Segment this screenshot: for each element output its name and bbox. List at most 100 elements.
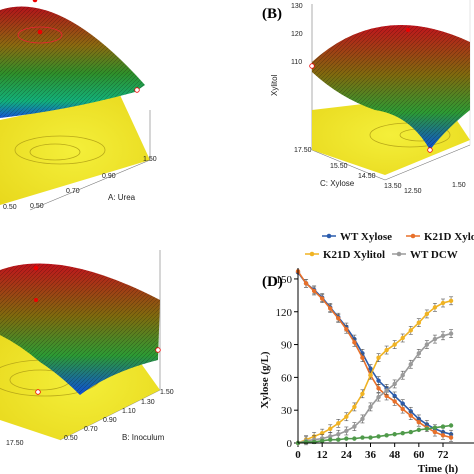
data-point — [311, 288, 317, 294]
data-point — [336, 432, 341, 437]
x-tick-label: 36 — [365, 449, 377, 461]
panel-a-tick: 0.90 — [102, 173, 116, 180]
panel-b-tick: 120 — [291, 31, 303, 38]
data-point — [432, 336, 438, 342]
panel-a-axis-title: A: Urea — [108, 193, 136, 202]
panel-b-axis-title: C: Xylose — [320, 179, 355, 188]
panel-a-tick: 1.50 — [143, 156, 157, 163]
data-point — [432, 425, 438, 430]
panel-c-tick: 1.30 — [141, 399, 155, 406]
panel-a-axis — [29, 159, 151, 211]
panel-c-tick: 17.50 — [6, 440, 24, 447]
data-point — [424, 426, 430, 431]
panel-b-tick: 14.50 — [358, 173, 376, 180]
data-point — [376, 355, 381, 360]
data-point — [328, 434, 333, 439]
y-tick-label: 60 — [281, 372, 293, 384]
data-point — [319, 430, 325, 436]
panel-b-ylabel: Xylitol — [270, 74, 279, 96]
data-point — [352, 436, 357, 441]
panel-d: (D) WT Xylose K21D Xylose K21D Xylitol — [259, 231, 474, 474]
panel-b-tick: 110 — [291, 59, 302, 66]
legend-entry-k21d-xylose: K21D Xylose — [406, 231, 474, 243]
panel-a-design-point — [37, 29, 43, 35]
data-point — [384, 393, 389, 399]
panel-c-mesh — [0, 263, 160, 395]
panel-a-mesh — [0, 6, 145, 119]
data-point — [360, 416, 365, 422]
legend: WT Xylose K21D Xylose K21D Xylitol WT DC… — [305, 231, 474, 261]
data-point — [319, 438, 325, 444]
data-point — [408, 409, 413, 414]
x-axis-title: Time (h) — [418, 463, 459, 474]
x-tick-label: 72 — [438, 449, 450, 461]
panel-a-tick: 0.50 — [3, 204, 17, 211]
x-tick-label: 24 — [341, 449, 353, 461]
data-point — [384, 347, 389, 353]
data-point — [408, 362, 413, 367]
panel-a-peak-contour — [17, 26, 63, 44]
panel-d-label: (D) — [262, 274, 283, 290]
legend-marker — [410, 233, 416, 239]
panel-c-tick: 1.50 — [160, 389, 174, 396]
data-point — [400, 406, 405, 412]
legend-label: K21D Xylitol — [323, 249, 385, 261]
data-point — [368, 372, 373, 378]
data-point — [376, 378, 381, 383]
panel-c-design-point — [35, 389, 41, 395]
plot-area: 0 30 60 90 120 150 0 12 24 36 48 60 72 — [276, 269, 454, 461]
panel-a-tick: 0.50 — [30, 203, 44, 210]
x-tick-label: 0 — [295, 449, 301, 461]
data-point — [368, 366, 373, 371]
legend-entry-k21d-xylitol: K21D Xylitol — [305, 249, 385, 261]
data-point — [319, 296, 325, 301]
data-point — [400, 430, 405, 436]
panel-c-design-point — [155, 347, 161, 353]
data-point — [392, 393, 397, 399]
data-point — [384, 388, 389, 393]
data-point — [392, 399, 397, 404]
data-point — [352, 424, 357, 429]
data-point — [376, 394, 381, 400]
data-point — [344, 414, 349, 419]
panel-a-contour — [14, 135, 106, 165]
data-point — [408, 413, 413, 418]
panel-c-design-point — [33, 265, 39, 271]
panel-a-design-point — [32, 0, 38, 3]
panel-c: 1.50 1.30 1.10 0.90 0.70 0.50 17.50 B: I… — [0, 250, 174, 447]
data-point — [344, 327, 349, 332]
panel-b-tick: 17.50 — [294, 147, 312, 154]
panel-c-tick: 0.50 — [64, 435, 78, 442]
x-tick-label: 12 — [317, 449, 329, 461]
data-point — [328, 306, 333, 311]
data-point — [376, 386, 381, 391]
data-point — [416, 420, 422, 425]
panel-b-axis — [384, 144, 471, 181]
data-point — [408, 429, 413, 435]
panel-b-design-point — [406, 28, 410, 32]
panel-b-design-point — [309, 63, 315, 69]
y-tick-label: 30 — [281, 405, 293, 417]
data-point — [432, 305, 438, 310]
panel-a: 1.50 0.90 0.70 0.50 0.50 A: Urea — [0, 0, 157, 211]
legend-label: WT DCW — [410, 249, 458, 261]
x-tick-label: 48 — [389, 449, 401, 461]
data-point — [448, 435, 454, 440]
panel-c-tick: 0.70 — [84, 426, 98, 433]
y-tick-label: 0 — [287, 438, 293, 450]
legend-marker — [309, 251, 315, 257]
data-point — [376, 434, 381, 439]
data-point — [448, 423, 454, 428]
data-point — [416, 320, 422, 325]
panel-a-tick: 0.70 — [66, 188, 80, 195]
series-line-2 — [297, 300, 452, 444]
y-axis-title: Xylose (g/L) — [259, 351, 271, 408]
y-tick-label: 150 — [276, 274, 293, 286]
data-point — [416, 351, 422, 356]
legend-marker — [326, 233, 332, 239]
panel-a-design-point — [134, 87, 140, 93]
data-point — [392, 432, 397, 437]
data-point — [408, 328, 413, 333]
legend-label: WT Xylose — [340, 231, 392, 243]
